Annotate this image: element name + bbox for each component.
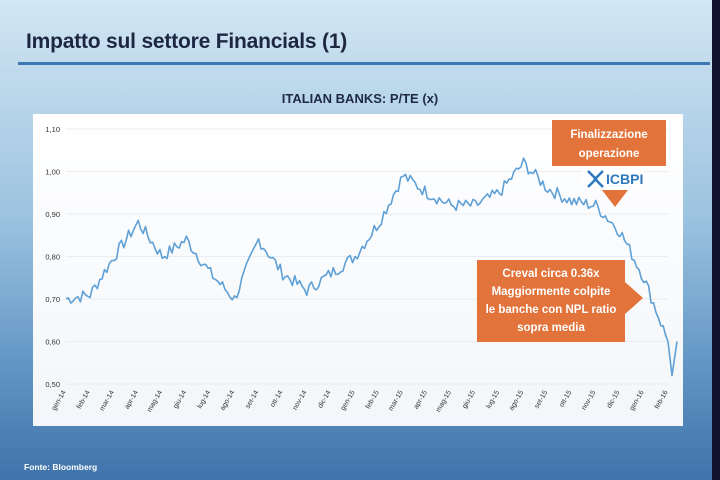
icbpi-logo: ICBPI (606, 171, 643, 187)
y-tick-label: 1,00 (45, 168, 60, 177)
callout-box (477, 260, 625, 342)
callout-text: sopra media (517, 322, 585, 334)
callout-box (552, 120, 666, 166)
y-tick-label: 0,90 (45, 210, 60, 219)
callout-finalizzazione: Finalizzazione operazione ICBPI (552, 120, 666, 207)
chart-title: ITALIAN BANKS: P/TE (x) (281, 91, 439, 106)
callout-text: Creval circa 0.36x (502, 268, 600, 280)
y-tick-label: 0,60 (45, 338, 60, 347)
callout-text: Maggiormente colpite (492, 286, 611, 298)
y-axis: 0,50 0,60 0,70 0,80 0,90 1,00 1,10 (45, 125, 60, 389)
title-divider (18, 62, 710, 65)
callout-text: operazione (579, 148, 640, 160)
callout-creval: Creval circa 0.36x Maggiormente colpite … (477, 260, 643, 342)
y-tick-label: 1,10 (45, 125, 60, 134)
source-note: Fonte: Bloomberg (24, 462, 98, 472)
callout-text: Finalizzazione (570, 129, 647, 141)
y-tick-label: 0,80 (45, 253, 60, 262)
y-tick-label: 0,50 (45, 380, 60, 389)
callout-arrow-right (625, 282, 643, 314)
callout-arrow-down (602, 190, 628, 207)
series-line (65, 157, 678, 377)
slide-title: Impatto sul settore Financials (1) (26, 30, 348, 53)
callout-text: le banche con NPL ratio (486, 304, 617, 316)
frame-edge (712, 0, 720, 480)
icbpi-x-icon (587, 170, 604, 188)
y-tick-label: 0,70 (45, 295, 60, 304)
